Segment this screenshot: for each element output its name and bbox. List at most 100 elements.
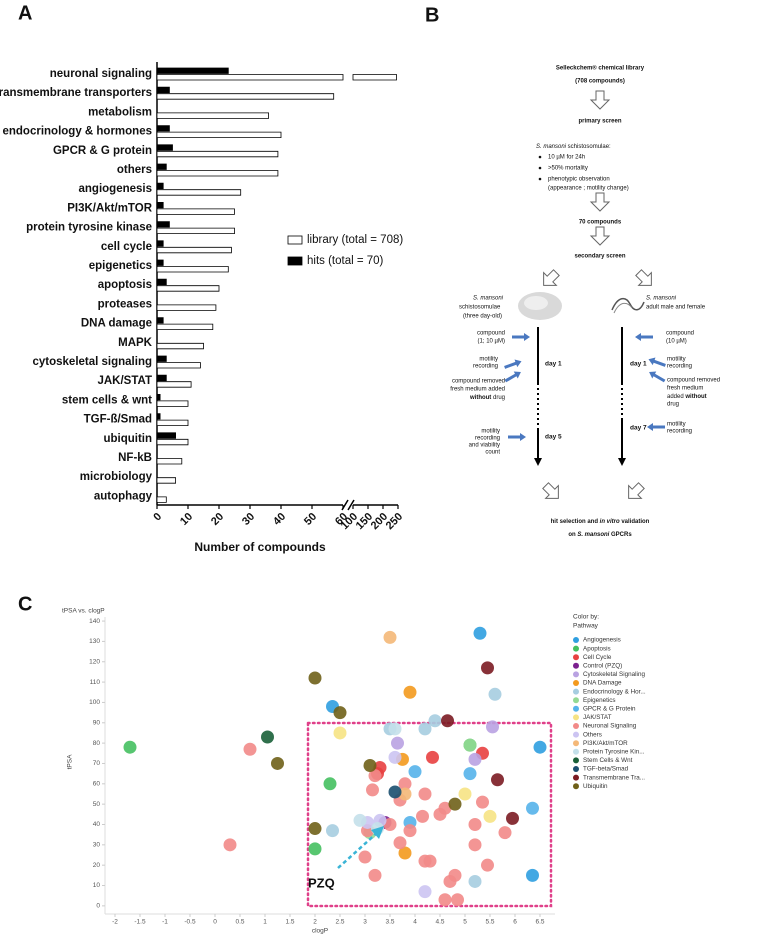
bar (156, 381, 192, 388)
legend-label: Epigenetics (583, 697, 616, 704)
category-label: angiogenesis (79, 183, 153, 195)
x-tick-label: 20 (209, 511, 226, 528)
legend-swatch (573, 654, 579, 661)
point (403, 824, 417, 838)
criterion: 10 µM for 24h (548, 155, 585, 161)
point (418, 854, 432, 868)
category-label: GPCR & G protein (53, 145, 152, 157)
species: S. mansoni (646, 296, 677, 302)
legend-swatch (573, 723, 579, 729)
step-text: added (667, 394, 685, 400)
x-tick-label: 50 (302, 511, 319, 528)
bar (156, 227, 235, 234)
annotation-arrow (371, 826, 384, 839)
x-tick-label: -0.5 (184, 919, 196, 926)
point (488, 687, 502, 701)
point (418, 787, 432, 801)
stage: adult male and female (646, 305, 706, 311)
bar (156, 163, 167, 170)
point (441, 714, 454, 728)
category-label: NF-kB (118, 452, 152, 464)
step-label: motility (667, 422, 686, 428)
point (388, 722, 402, 736)
point (408, 765, 422, 779)
point (468, 752, 482, 766)
x-tick-label: 5 (463, 919, 467, 926)
bar (156, 125, 170, 132)
x-tick-label: 40 (271, 511, 288, 528)
category-label: endocrinology & hormones (2, 126, 152, 138)
category-label: cell cycle (101, 241, 152, 253)
x-tick-label: 2 (313, 919, 317, 926)
bar (156, 400, 189, 407)
category-label: TGF-ß/Smad (84, 414, 152, 426)
point (123, 740, 137, 754)
point (483, 809, 497, 823)
x-tick-label: -1 (162, 919, 168, 926)
step-label: (1; 10 µM) (478, 339, 505, 345)
x-tick-label: -2 (112, 919, 118, 926)
point (418, 722, 432, 736)
point (476, 795, 489, 809)
point (486, 720, 499, 734)
x-tick-label: 6.5 (535, 919, 544, 926)
step-label: compound removed (452, 379, 505, 385)
x-tick-label: 2.5 (335, 919, 344, 926)
legend-swatch (573, 748, 579, 755)
category-label: transmembrane transporters (0, 87, 152, 99)
y-tick-label: 140 (89, 618, 100, 625)
point (416, 809, 429, 823)
bar (156, 323, 214, 330)
legend-swatch (573, 645, 579, 652)
bar (156, 438, 189, 446)
legend-swatch (573, 757, 579, 764)
step-label: motility (481, 429, 500, 435)
step-label: compound (477, 331, 505, 337)
legend-label: Control (PZQ) (583, 662, 622, 669)
stage: schistosomulae (459, 305, 501, 311)
bar (156, 374, 167, 382)
point (333, 706, 347, 720)
step-arrow (503, 357, 523, 372)
point (326, 824, 339, 838)
legend-swatch (287, 256, 303, 266)
stage: (three day-old) (463, 314, 502, 320)
bar (156, 278, 167, 286)
legend-title: Color by: (573, 614, 599, 621)
species: S. mansoni (473, 296, 504, 302)
step-label: compound (666, 331, 694, 337)
point (308, 842, 322, 856)
category-label: stem cells & wnt (62, 394, 152, 406)
flow-arrow (536, 265, 564, 293)
point (383, 817, 397, 831)
x-tick-label: -1.5 (134, 919, 146, 926)
point (393, 836, 407, 850)
y-tick-label: 60 (93, 781, 101, 788)
result: hit selection and in vitro validation (551, 519, 650, 525)
legend-swatch (573, 714, 579, 721)
point (463, 738, 477, 752)
y-tick-label: 20 (93, 862, 101, 869)
x-tick-label: 4.5 (435, 919, 444, 926)
flow-arrow (590, 226, 610, 246)
point (458, 787, 472, 801)
bar (156, 285, 220, 292)
bar (156, 266, 229, 273)
point (308, 671, 322, 685)
legend-swatch (573, 671, 579, 678)
x-tick-label: 4 (413, 919, 417, 926)
y-tick-label: 40 (93, 821, 101, 828)
flow-arrow (590, 192, 610, 212)
library-title: Selleckchem® chemical library (556, 65, 645, 72)
legend-swatch (573, 731, 579, 738)
category-label: MAPK (118, 337, 153, 349)
step-label: recording (475, 436, 500, 442)
legend-label: Stem Cells & Wnt (583, 757, 633, 764)
point (383, 630, 397, 644)
point (363, 759, 377, 772)
bar (156, 67, 229, 74)
bar (156, 394, 161, 401)
step-arrow (647, 368, 667, 385)
legend-label: Transmembrane Tra... (583, 774, 645, 781)
